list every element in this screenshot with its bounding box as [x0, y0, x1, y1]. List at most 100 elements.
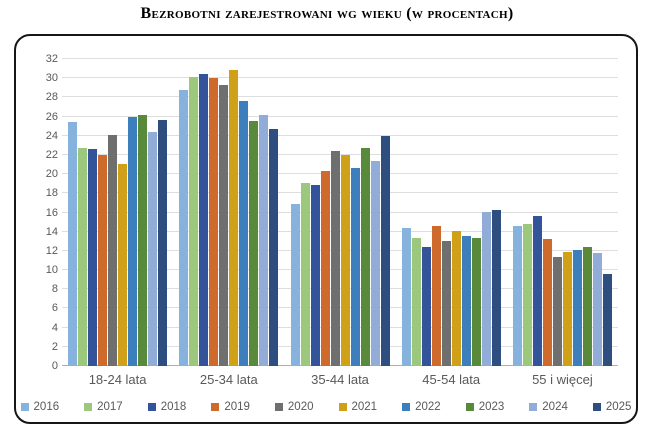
bar-2022-25-34-lata — [239, 101, 249, 366]
gridline — [62, 77, 618, 79]
legend-item-2022: 2022 — [402, 400, 441, 414]
bar-group-45-54-lata — [396, 59, 507, 366]
x-axis: 18-24 lata 25-34 lata 35-44 lata 45-54 lata… — [62, 372, 618, 387]
bar-2019-55-i-więcej — [542, 239, 552, 366]
bar-2018-55-i-więcej — [532, 216, 542, 366]
bar-2018-35-44-lata — [310, 184, 320, 366]
y-tick-label: 4 — [51, 321, 58, 334]
legend-item-2020: 2020 — [274, 401, 314, 414]
bar-2021-25-34-lata — [229, 69, 239, 366]
y-tick-label: 10 — [45, 264, 58, 277]
legend-swatch-icon — [592, 403, 601, 412]
bar-2018-25-34-lata — [199, 74, 209, 366]
y-tick-label: 22 — [45, 148, 58, 161]
legend-swatch-icon — [529, 403, 538, 412]
bar-2019-25-34-lata — [209, 78, 219, 366]
legend-label: 2022 — [415, 400, 441, 413]
bar-2025-45-54-lata — [491, 209, 501, 366]
gridline — [62, 96, 618, 98]
y-tick-label: 14 — [45, 225, 58, 238]
y-tick-label: 32 — [45, 53, 58, 65]
y-tick-label: 2 — [51, 340, 58, 353]
bar-2022-45-54-lata — [461, 235, 471, 366]
plot-area — [62, 58, 618, 366]
bar-group-35-44-lata — [284, 59, 395, 366]
y-tick-label: 26 — [45, 110, 58, 123]
legend-swatch-icon — [211, 403, 220, 412]
gridline — [62, 288, 618, 290]
bar-2025-35-44-lata — [380, 135, 390, 366]
bar-2024-25-34-lata — [259, 114, 269, 366]
bar-2025-18-24-lata — [158, 120, 168, 366]
bar-2023-45-54-lata — [471, 238, 481, 366]
legend-label: 2019 — [224, 400, 250, 413]
gridline — [62, 58, 618, 59]
bar-2022-18-24-lata — [128, 116, 138, 366]
legend-item-2018: 2018 — [147, 400, 187, 414]
bar-2019-35-44-lata — [320, 171, 330, 366]
chart-title: Bezrobotni zarejestrowani wg wieku (w pr… — [140, 5, 514, 22]
bar-group-25-34-lata — [173, 59, 284, 366]
y-tick-label: 18 — [45, 187, 58, 200]
x-category-label: 18-24 lata — [88, 372, 147, 387]
bar-2020-55-i-więcej — [552, 256, 562, 366]
y-tick-label: 30 — [45, 72, 58, 85]
bar-2023-25-34-lata — [249, 121, 259, 366]
legend-label: 2025 — [605, 400, 632, 413]
legend-item-2023: 2023 — [465, 400, 505, 414]
legend-label: 2024 — [542, 400, 568, 413]
y-tick-label: 0 — [51, 360, 58, 372]
bar-groups-container — [62, 59, 618, 366]
legend-label: 2017 — [97, 400, 123, 413]
gridline — [62, 345, 618, 347]
legend-swatch-icon — [84, 403, 93, 412]
y-tick-label: 12 — [45, 244, 58, 257]
bar-2019-18-24-lata — [98, 154, 108, 366]
bar-2022-55-i-więcej — [572, 249, 582, 366]
bar-2020-35-44-lata — [330, 151, 340, 366]
bar-2018-45-54-lata — [421, 247, 431, 366]
legend-item-2024: 2024 — [529, 400, 568, 414]
bar-2023-55-i-więcej — [582, 247, 592, 366]
bar-2024-35-44-lata — [370, 160, 380, 366]
legend-label: 2018 — [160, 400, 187, 413]
legend-item-2016: 2016 — [20, 400, 60, 414]
x-category-label: 25-34 lata — [199, 372, 258, 387]
gridline — [62, 173, 618, 175]
legend-item-2019: 2019 — [211, 400, 250, 414]
bar-2017-45-54-lata — [411, 238, 421, 366]
bar-2016-18-24-lata — [68, 122, 78, 366]
legend-swatch-icon — [274, 403, 283, 412]
legend-label: 2016 — [33, 400, 60, 413]
bar-2020-45-54-lata — [441, 241, 451, 366]
gridline — [62, 269, 618, 271]
bar-2021-35-44-lata — [340, 154, 350, 366]
bar-2016-35-44-lata — [290, 203, 300, 366]
gridline — [62, 211, 618, 213]
bar-2016-55-i-więcej — [512, 225, 522, 366]
y-tick-label: 20 — [45, 168, 58, 181]
x-category-label: 45-54 lata — [422, 372, 481, 387]
y-tick-label: 6 — [51, 302, 58, 315]
legend-swatch-icon — [465, 403, 474, 412]
bar-2021-45-54-lata — [451, 230, 461, 366]
bar-2023-35-44-lata — [360, 148, 370, 366]
y-tick-label: 8 — [51, 283, 58, 296]
bar-2019-45-54-lata — [431, 225, 441, 366]
bar-2016-45-54-lata — [401, 227, 411, 366]
x-category-label: 35-44 lata — [311, 372, 369, 387]
chart-border-box: 0 2 4 6 8 10 12 14 16 18 20 22 24 26 28 30 32 18-24 lata… — [14, 34, 638, 424]
legend-label: 2021 — [351, 400, 378, 413]
bar-2018-18-24-lata — [88, 149, 98, 366]
bar-2021-55-i-więcej — [562, 251, 572, 366]
gridline — [62, 230, 618, 232]
legend-label: 2023 — [478, 400, 505, 413]
bar-group-55-i-więcej — [507, 59, 618, 366]
legend-swatch-icon — [147, 403, 156, 412]
gridline — [62, 115, 618, 117]
legend-item-2025: 2025 — [592, 400, 632, 414]
y-tick-label: 16 — [45, 206, 58, 219]
gridline — [62, 153, 618, 155]
legend-item-2021: 2021 — [338, 400, 378, 414]
